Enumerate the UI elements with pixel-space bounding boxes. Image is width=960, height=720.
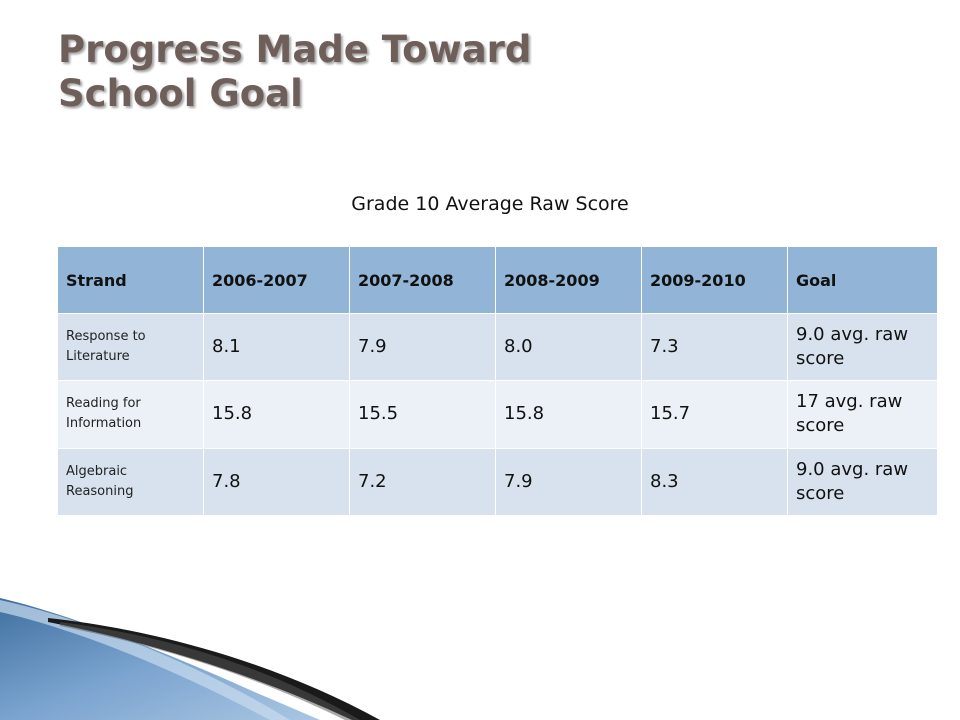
header-2009-2010: 2009-2010 [641, 246, 788, 314]
score-cell: 8.0 [495, 312, 642, 382]
score-table: Strand 2006-2007 2007-2008 2008-2009 200… [57, 246, 938, 517]
ribbon-blue-band [0, 598, 320, 720]
score-cell: 15.7 [641, 380, 788, 449]
strand-cell: Reading for Information [57, 380, 204, 449]
ribbon-light-band [0, 600, 290, 720]
header-2008-2009: 2008-2009 [495, 246, 642, 314]
score-cell: 8.3 [641, 447, 788, 517]
table-row: Reading for Information 15.8 15.5 15.8 1… [57, 380, 938, 449]
header-2007-2008: 2007-2008 [349, 246, 496, 314]
table-caption: Grade 10 Average Raw Score [351, 193, 629, 215]
table-header-row: Strand 2006-2007 2007-2008 2008-2009 200… [57, 246, 938, 314]
score-cell: 7.2 [349, 447, 496, 517]
score-cell: 15.8 [495, 380, 642, 449]
goal-cell: 17 avg. raw score [787, 380, 938, 449]
strand-cell: Response to Literature [57, 312, 204, 382]
score-cell: 8.1 [203, 312, 350, 382]
header-goal: Goal [787, 246, 938, 314]
ribbon-dark-band [48, 618, 380, 720]
score-cell: 7.9 [349, 312, 496, 382]
table-row: Response to Literature 8.1 7.9 8.0 7.3 9… [57, 312, 938, 382]
score-cell: 15.5 [349, 380, 496, 449]
table-row: Algebraic Reasoning 7.8 7.2 7.9 8.3 9.0 … [57, 447, 938, 517]
strand-cell: Algebraic Reasoning [57, 447, 204, 517]
score-cell: 7.3 [641, 312, 788, 382]
slide-title-line-1: Progress Made Toward [58, 28, 532, 71]
score-cell: 7.9 [495, 447, 642, 517]
slide-title: Progress Made Toward School Goal [58, 28, 698, 116]
ribbon-dark-shadow [60, 622, 360, 720]
score-cell: 7.8 [203, 447, 350, 517]
score-cell: 15.8 [203, 380, 350, 449]
header-strand: Strand [57, 246, 204, 314]
slide-title-line-2: School Goal [58, 72, 303, 115]
goal-cell: 9.0 avg. raw score [787, 312, 938, 382]
goal-cell: 9.0 avg. raw score [787, 447, 938, 517]
header-2006-2007: 2006-2007 [203, 246, 350, 314]
